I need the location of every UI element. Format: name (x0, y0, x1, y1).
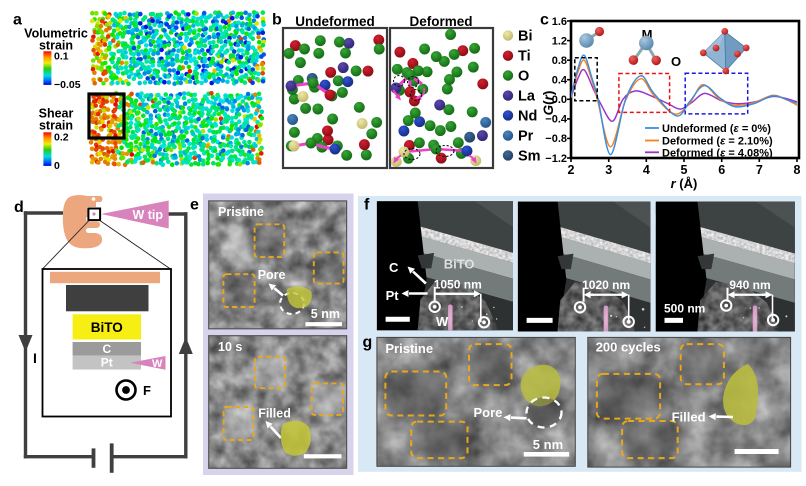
svg-text:3: 3 (605, 163, 612, 177)
svg-text:Deformed (ε = 4.08%): Deformed (ε = 4.08%) (662, 147, 773, 159)
svg-text:r (Å): r (Å) (671, 176, 698, 191)
svg-text:C: C (102, 342, 111, 356)
svg-text:Pore: Pore (474, 405, 503, 420)
svg-text:Pr: Pr (518, 129, 534, 145)
svg-text:W tip: W tip (133, 208, 164, 222)
svg-text:1.2: 1.2 (552, 35, 567, 47)
svg-text:Pore: Pore (258, 268, 286, 282)
svg-text:Sm: Sm (518, 148, 541, 164)
svg-text:8: 8 (794, 163, 801, 177)
svg-text:Ti: Ti (518, 49, 531, 65)
svg-text:Bi: Bi (518, 29, 533, 45)
svg-text:BiTO: BiTO (444, 257, 475, 272)
svg-text:d: d (14, 199, 24, 216)
svg-text:500 nm: 500 nm (664, 302, 705, 316)
svg-text:7: 7 (756, 163, 763, 177)
svg-text:5: 5 (681, 163, 688, 177)
svg-text:5 nm: 5 nm (533, 437, 563, 452)
svg-text:Deformed: Deformed (409, 14, 472, 29)
svg-text:200 cycles: 200 cycles (596, 340, 661, 355)
svg-text:La: La (518, 89, 536, 105)
svg-text:C: C (389, 260, 399, 275)
svg-text:strain: strain (39, 119, 73, 133)
svg-text:e: e (190, 196, 199, 213)
svg-text:Filled: Filled (672, 410, 706, 425)
svg-text:W: W (436, 314, 449, 329)
svg-text:−0.05: −0.05 (54, 79, 81, 91)
svg-text:0: 0 (54, 160, 60, 172)
svg-text:1050 nm: 1050 nm (434, 277, 482, 291)
svg-text:Nd: Nd (518, 108, 537, 124)
svg-text:O: O (671, 54, 681, 69)
svg-text:940 nm: 940 nm (729, 278, 770, 292)
svg-text:0.4: 0.4 (552, 75, 568, 87)
svg-text:b: b (272, 12, 282, 29)
svg-text:I: I (33, 350, 37, 366)
svg-text:Pt: Pt (101, 356, 113, 370)
svg-text:Pt: Pt (386, 288, 400, 303)
svg-text:Filled: Filled (258, 407, 291, 421)
svg-text:0.8: 0.8 (552, 55, 567, 67)
svg-text:10 s: 10 s (218, 340, 242, 354)
svg-text:2: 2 (568, 163, 575, 177)
svg-text:G(r): G(r) (541, 91, 556, 116)
svg-text:1.6: 1.6 (552, 16, 567, 28)
svg-text:0.1: 0.1 (54, 51, 69, 63)
svg-text:c: c (540, 12, 549, 29)
svg-text:−1.2: −1.2 (545, 153, 567, 165)
svg-text:Undeformed: Undeformed (295, 14, 375, 29)
svg-text:g: g (363, 334, 373, 351)
svg-text:Deformed (ε = 2.10%): Deformed (ε = 2.10%) (662, 136, 773, 148)
svg-text:Pristine: Pristine (218, 205, 264, 219)
svg-text:1020 nm: 1020 nm (582, 278, 630, 292)
svg-text:BiTO: BiTO (91, 320, 123, 335)
svg-text:Pristine: Pristine (385, 341, 433, 356)
svg-text:4: 4 (643, 163, 650, 177)
svg-text:f: f (364, 196, 370, 213)
svg-text:0.2: 0.2 (54, 132, 69, 144)
svg-text:W: W (152, 358, 163, 370)
svg-text:−0.8: −0.8 (545, 133, 567, 145)
svg-text:O: O (518, 69, 529, 85)
svg-text:Undeformed (ε = 0%): Undeformed (ε = 0%) (662, 123, 771, 135)
svg-text:5 nm: 5 nm (311, 307, 340, 321)
svg-text:a: a (13, 12, 22, 29)
svg-text:F: F (143, 383, 151, 398)
svg-text:6: 6 (718, 163, 725, 177)
